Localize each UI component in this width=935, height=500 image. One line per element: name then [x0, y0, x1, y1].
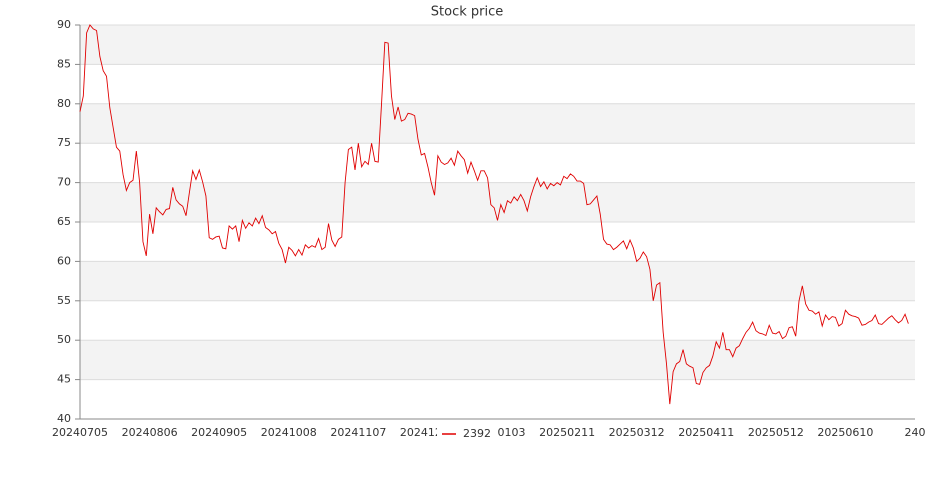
x-tick-label: 20240806 [122, 426, 178, 439]
legend-box [437, 425, 497, 443]
x-tick-label: 20250211 [539, 426, 595, 439]
y-tick-label: 85 [57, 57, 71, 70]
chart-title: Stock price [431, 5, 503, 20]
x-tick-label: 20250610 [817, 426, 873, 439]
grid-band [80, 25, 915, 65]
y-tick-label: 45 [57, 373, 71, 386]
y-tick-label: 50 [57, 333, 71, 346]
x-tick-label: 20250411 [678, 426, 734, 439]
x-tick-label: 20250312 [609, 426, 665, 439]
grid-band [80, 340, 915, 380]
y-tick-label: 70 [57, 176, 71, 189]
y-tick-label: 40 [57, 412, 71, 425]
line-series [79, 24, 909, 405]
x-tick-label: 20241008 [261, 426, 317, 439]
grid-band [80, 182, 915, 222]
x-tick-label: 20240905 [191, 426, 247, 439]
x-tick-label: 240 [905, 426, 926, 439]
y-tick-label: 80 [57, 97, 71, 110]
grid-band [80, 261, 915, 301]
x-tick-label: 20250512 [748, 426, 804, 439]
y-tick-label: 65 [57, 215, 71, 228]
y-tick-label: 60 [57, 254, 71, 267]
y-tick-label: 55 [57, 294, 71, 307]
x-tick-label: 20240705 [52, 426, 108, 439]
grid-band [80, 103, 915, 144]
y-tick-label: 90 [57, 18, 71, 31]
y-tick-label: 75 [57, 136, 71, 149]
legend-label: 2392 [463, 427, 491, 440]
legend: 2392 [437, 425, 497, 443]
x-tick-label: 20241107 [330, 426, 386, 439]
